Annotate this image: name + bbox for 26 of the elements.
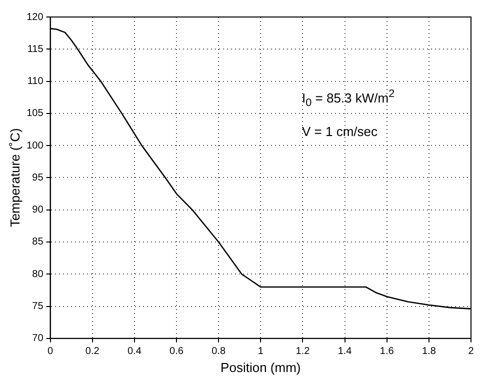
x-tick-label: 2 bbox=[468, 346, 474, 358]
x-tick-label: 1 bbox=[258, 346, 264, 358]
y-tick-label: 115 bbox=[27, 44, 44, 55]
x-tick-label: 0.8 bbox=[212, 346, 226, 358]
y-tick-label: 110 bbox=[27, 76, 44, 88]
x-tick-label: 0.6 bbox=[170, 346, 184, 358]
y-tick-label: 70 bbox=[32, 333, 44, 344]
y-axis-title: Temperature (˚C) bbox=[7, 128, 22, 228]
y-tick-label: 80 bbox=[32, 268, 44, 280]
x-axis-title: Position (mm) bbox=[220, 360, 301, 375]
y-tick-label: 100 bbox=[26, 140, 44, 152]
x-tick-label: 1.8 bbox=[422, 346, 436, 358]
y-tick-label: 75 bbox=[32, 301, 44, 312]
x-tick-label: 0.4 bbox=[127, 346, 142, 358]
y-tick-label: 90 bbox=[32, 204, 44, 216]
x-tick-label: 1.4 bbox=[338, 346, 352, 358]
y-tick-label: 85 bbox=[32, 236, 44, 248]
x-tick-label: 0.2 bbox=[85, 346, 100, 358]
annotation: I$_{0}$ = 85.3 kW/m$^{2}$ bbox=[302, 88, 395, 109]
y-tick-label: 105 bbox=[26, 108, 44, 120]
x-tick-label: 1.2 bbox=[296, 346, 310, 358]
y-tick-label: 95 bbox=[32, 172, 44, 184]
annotation: V = 1 cm/sec bbox=[302, 124, 378, 139]
x-tick-label: 0 bbox=[48, 346, 54, 358]
y-tick-label: 120 bbox=[26, 12, 44, 23]
x-tick-label: 1.6 bbox=[380, 346, 394, 358]
